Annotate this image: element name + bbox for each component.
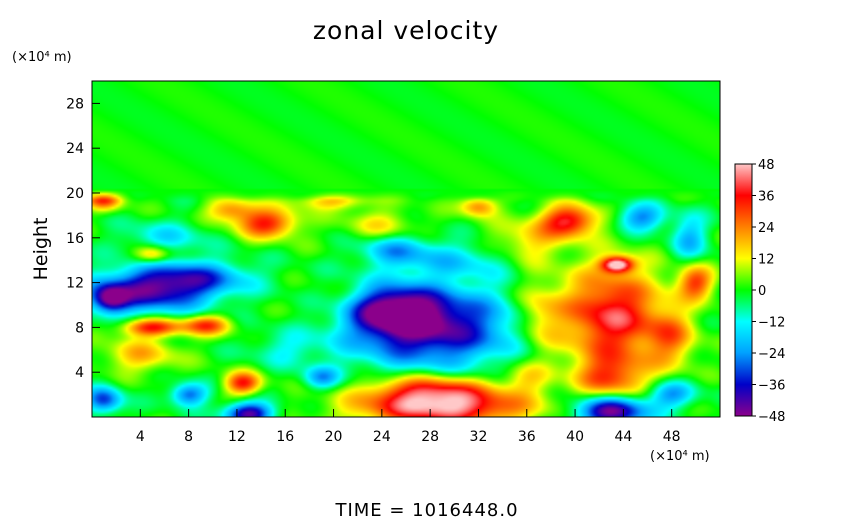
- x-axis: 4 8 12 16 20 24 28 32 36 40 44 48: [136, 409, 681, 445]
- y-axis: 4 8 12 16 20 24 28: [66, 96, 100, 381]
- plot-area: [91, 80, 721, 418]
- x-tick-label: 32: [470, 429, 488, 445]
- x-tick-label: 8: [184, 429, 193, 445]
- colorbar-tick-label: −24: [758, 347, 785, 362]
- colorbar-tick-label: −12: [758, 316, 785, 331]
- x-tick-label: 16: [276, 429, 294, 445]
- colorbar-scale: [734, 163, 753, 417]
- y-tick-label: 8: [75, 320, 84, 336]
- y-axis-unit: (×10⁴ m): [12, 50, 72, 65]
- y-tick-label: 4: [75, 365, 84, 381]
- colorbar: 48 36 24 12 0 −12 −24 −36 −48: [734, 158, 785, 425]
- colorbar-tick-label: 12: [758, 253, 775, 268]
- colorbar-tick-label: 0: [758, 284, 766, 299]
- y-tick-label: 12: [66, 276, 84, 292]
- colorbar-tick-label: 24: [758, 221, 775, 236]
- colorbar-tick-label: 48: [758, 158, 775, 173]
- y-axis-label: Height: [30, 218, 52, 281]
- x-tick-label: 36: [518, 429, 536, 445]
- x-tick-label: 40: [566, 429, 584, 445]
- y-tick-label: 28: [66, 96, 84, 112]
- x-tick-label: 12: [228, 429, 246, 445]
- x-tick-label: 44: [614, 429, 632, 445]
- time-readout: TIME = 1016448.0: [334, 500, 518, 519]
- chart-title: zonal velocity: [313, 16, 499, 45]
- x-tick-label: 28: [421, 429, 439, 445]
- colorbar-tick-label: −36: [758, 379, 785, 394]
- x-tick-label: 48: [663, 429, 681, 445]
- y-tick-label: 24: [66, 141, 84, 157]
- x-axis-unit: (×10⁴ m): [650, 449, 710, 464]
- y-tick-label: 16: [66, 231, 84, 247]
- heatmap-field: [92, 81, 720, 417]
- plot-frame: [91, 80, 721, 418]
- x-tick-label: 4: [136, 429, 145, 445]
- x-tick-label: 20: [325, 429, 343, 445]
- colorbar-tick-label: −48: [758, 410, 785, 425]
- x-tick-label: 24: [373, 429, 391, 445]
- colorbar-tick-label: 36: [758, 190, 775, 205]
- y-tick-label: 20: [66, 186, 84, 202]
